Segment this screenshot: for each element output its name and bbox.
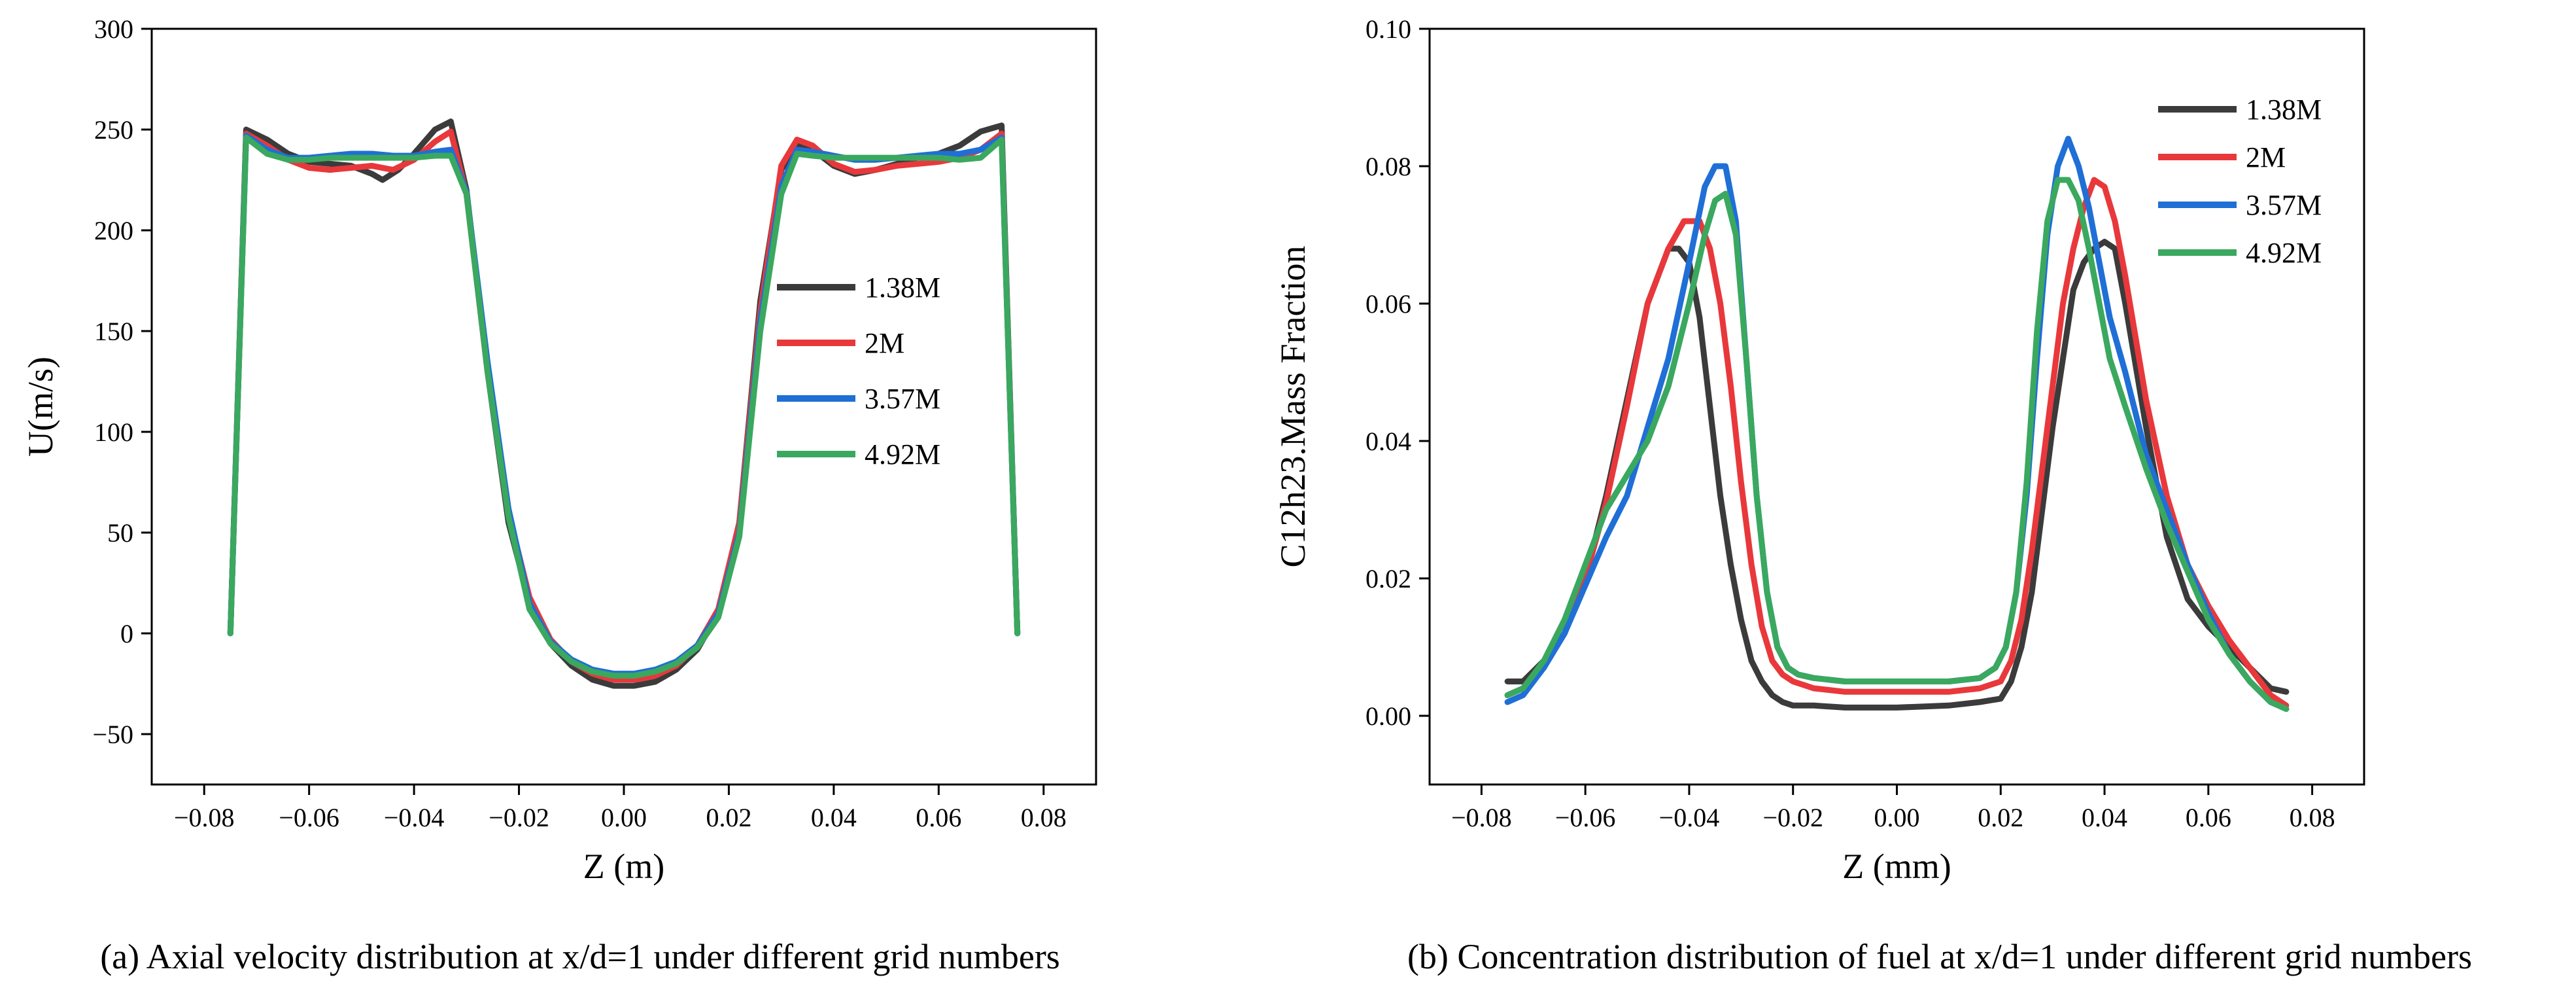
x-tick-label: 0.00	[1874, 803, 1920, 832]
y-tick-label: 0.08	[1365, 152, 1411, 181]
x-tick-label: 0.06	[916, 803, 961, 832]
legend-label: 1.38M	[865, 272, 940, 304]
x-tick-label: 0.08	[1021, 803, 1067, 832]
x-tick-label: −0.06	[279, 803, 339, 832]
legend-label: 4.92M	[865, 438, 940, 470]
y-tick-label: 300	[94, 14, 133, 44]
y-tick-label: 0.10	[1365, 14, 1411, 44]
plot-frame	[1428, 27, 2365, 786]
y-axis-label: U(m/s)	[21, 357, 60, 457]
x-tick-label: 0.00	[601, 803, 647, 832]
y-tick-label: 250	[94, 115, 133, 145]
y-tick-label: 150	[94, 317, 133, 346]
x-tick-label: −0.02	[1762, 803, 1823, 832]
y-tick-label: 0	[120, 619, 133, 648]
x-tick-label: −0.08	[1451, 803, 1512, 832]
x-tick-label: 0.04	[811, 803, 857, 832]
x-tick-label: −0.04	[384, 803, 445, 832]
y-tick-label: 0.04	[1365, 427, 1411, 456]
x-tick-label: 0.02	[1978, 803, 2023, 832]
y-tick-label: 0.02	[1365, 564, 1411, 593]
y-axis-label: C12h23.Mass Fraction	[1273, 246, 1313, 568]
series-line-4.92M	[1504, 177, 2290, 712]
figure-caption: (b) Concentration distribution of fuel a…	[1407, 937, 2472, 976]
x-tick-label: −0.04	[1659, 803, 1720, 832]
figure-caption: (a) Axial velocity distribution at x/d=1…	[100, 937, 1060, 976]
y-tick-label: 100	[94, 417, 133, 447]
x-axis-label: Z (m)	[583, 847, 664, 886]
chart-a: −0.08 −0.06 −0.04 −0.02 0.00 0.02 0.04 0.06 0.08…	[21, 14, 1097, 976]
legend-label: 2M	[865, 327, 904, 359]
x-tick-label: −0.08	[174, 803, 235, 832]
x-tick-label: 0.06	[2186, 803, 2231, 832]
series-line-4.92M	[227, 134, 1021, 679]
series-line-2M	[1504, 177, 2290, 709]
legend-label: 2M	[2246, 141, 2286, 173]
series-line-2M	[227, 128, 1021, 683]
legend-label: 4.92M	[2246, 237, 2322, 269]
y-tick-label: 0.06	[1365, 289, 1411, 319]
legend-label: 1.38M	[2246, 94, 2322, 126]
x-tick-label: 0.08	[2290, 803, 2335, 832]
x-tick-label: −0.06	[1555, 803, 1616, 832]
y-tick-label: −50	[92, 720, 133, 749]
x-tick-label: 0.02	[706, 803, 751, 832]
legend-label: 3.57M	[865, 383, 940, 415]
x-tick-label: −0.02	[489, 803, 549, 832]
y-tick-label: 50	[107, 518, 133, 548]
y-tick-label: 200	[94, 216, 133, 245]
x-axis-label: Z (mm)	[1842, 847, 1951, 886]
x-tick-label: 0.04	[2082, 803, 2127, 832]
y-tick-label: 0.00	[1365, 701, 1411, 731]
legend-label: 3.57M	[2246, 189, 2322, 221]
chart-b: −0.08 −0.06 −0.04 −0.02 0.00 0.02 0.04 0.06 0.08…	[1273, 14, 2472, 976]
